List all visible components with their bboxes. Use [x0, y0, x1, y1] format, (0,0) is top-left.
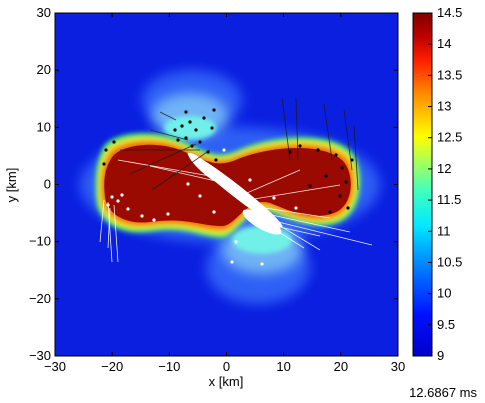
colorbar-tick-label: 9.5	[437, 317, 455, 332]
velocity-vectors	[99, 159, 373, 263]
y-tick-label: −20	[29, 291, 51, 306]
y-tick-label: 0	[44, 177, 51, 192]
colorbar-tick-label: 10	[437, 286, 451, 301]
colorbar-ticks: 14.5 14 13.5 13 12.5 12 11.5 11 10.5 10 9.5 9	[428, 5, 462, 363]
heatmap-area	[55, 13, 398, 356]
y-tick-label: 30	[37, 5, 51, 20]
colorbar-tick-label: 11.5	[437, 192, 461, 207]
colorbar-tick-label: 11	[437, 223, 451, 238]
x-tick-label: 30	[391, 359, 405, 374]
colorbar-tick-label: 12.5	[437, 130, 462, 145]
x-tick-label: −10	[158, 359, 180, 374]
colorbar-tick-label: 12	[437, 161, 451, 176]
colorbar-tick-label: 13	[437, 99, 451, 114]
x-tick-label: 10	[276, 359, 290, 374]
y-tick-label: 10	[37, 119, 51, 134]
colorbar	[412, 12, 433, 357]
colorbar-tick-label: 14.5	[437, 5, 462, 20]
y-ticks: −30 −20 −10 0 10 20 30	[29, 5, 398, 363]
y-tick-label: −30	[29, 348, 51, 363]
dark-vectors	[120, 97, 359, 191]
x-tick-label: −20	[101, 359, 123, 374]
y-tick-label: −10	[29, 234, 51, 249]
x-tick-label: 20	[334, 359, 348, 374]
x-axis-label: x [km]	[209, 374, 244, 389]
x-tick-label: −30	[44, 359, 66, 374]
time-label: 12.6867 ms	[409, 385, 477, 400]
colorbar-tick-label: 10.5	[437, 254, 462, 269]
colorbar-tick-label: 13.5	[437, 67, 462, 82]
colorbar-tick-label: 9	[437, 348, 444, 363]
x-ticks: −30 −20 −10 0 10 20 30	[44, 13, 405, 374]
y-tick-label: 20	[37, 62, 51, 77]
colorbar-tick-label: 14	[437, 36, 451, 51]
y-axis-label: y [km]	[4, 168, 19, 203]
x-tick-label: 0	[223, 359, 230, 374]
